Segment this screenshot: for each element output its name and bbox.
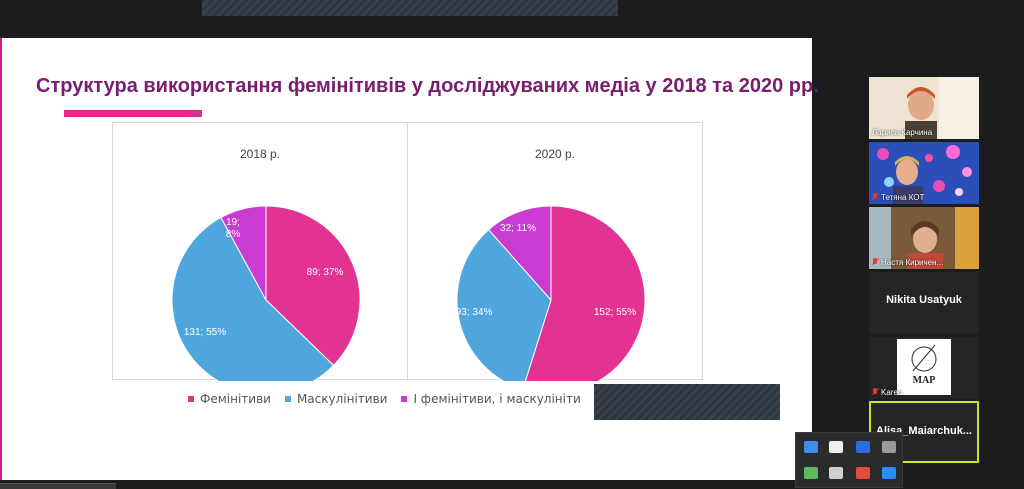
participant-name-5: Karen [872, 388, 902, 397]
legend-item-both: І фемінітиви, і маскулініти [401, 392, 581, 406]
participant-video-1 [869, 77, 979, 139]
pie-slice-1 [524, 205, 646, 381]
participant-tile-5[interactable]: MAP Karen [869, 337, 979, 399]
legend-label-both: І фемінітиви, і маскулініти [413, 392, 581, 406]
chart-2020: 2020 р. 152; 55% 93; 34% 32; 11% [407, 122, 703, 381]
legend-label-masculinitives: Маскулінітиви [296, 392, 388, 406]
participant-tile-4[interactable]: Nikita Usatyuk [869, 272, 979, 334]
participant-video-2 [869, 142, 979, 204]
zoom-icon[interactable] [882, 467, 896, 479]
participant-tile-2[interactable]: Тетяна КОТ [869, 142, 979, 204]
legend-item-feminitives: Фемінітиви [188, 392, 271, 406]
pie-slice-1 [265, 205, 361, 367]
pie-slice-2 [456, 228, 552, 381]
chart-2018: 2018 р. 89; 37% 131; 55% 19; 8% [112, 122, 408, 381]
pie-slice-3 [487, 205, 552, 302]
printer-icon[interactable] [882, 441, 896, 453]
pie-2018: 89; 37% 131; 55% 19; 8% [171, 205, 361, 381]
participant-video-3 [869, 207, 979, 269]
participant-tile-3[interactable]: Настя Киричен... [869, 207, 979, 269]
legend-item-masculinitives: Маскулінітиви [284, 392, 388, 406]
pie-data-label-2: 93; 34% [456, 307, 493, 318]
pie-data-label-2: 131; 55% [184, 327, 226, 338]
participant-name-4: Nikita Usatyuk [886, 294, 962, 306]
pie-data-label-1: 89; 37% [307, 267, 344, 278]
bottom-dark-overlay [594, 384, 780, 420]
participant-tile-1[interactable]: Лариса Карчина [869, 77, 979, 139]
top-dark-bar [202, 0, 618, 16]
participant-name-text-2: Тетяна КОТ [881, 193, 925, 202]
slide-title: Структура використання фемінітивів у дос… [36, 75, 819, 97]
participant-name-3: Настя Киричен... [872, 258, 943, 267]
legend-swatch-both [401, 396, 408, 402]
participant-name-1: Лариса Карчина [872, 128, 933, 137]
pie-data-label-3: 32; 11% [500, 223, 536, 234]
legend-swatch-feminitives [188, 396, 194, 402]
bottom-left-bar [0, 483, 116, 489]
chart-legend: Фемінітиви Маскулінітиви І фемінітиви, і… [188, 390, 581, 408]
chart-title-2018: 2018 р. [239, 147, 281, 161]
muted-mic-icon [872, 388, 878, 396]
cloud-icon[interactable] [829, 467, 843, 479]
map-logo-text: MAP [913, 375, 936, 386]
pie-slice-3 [220, 205, 267, 301]
browser-icon[interactable] [856, 467, 870, 479]
legend-label-feminitives: Фемінітиви [200, 392, 271, 406]
muted-mic-icon [872, 258, 878, 266]
muted-mic-icon [872, 193, 878, 201]
legend-swatch-masculinitives [284, 396, 291, 402]
battery-icon[interactable] [804, 467, 818, 479]
title-accent-bar [64, 110, 202, 117]
system-tray-popup [795, 432, 903, 488]
pie-2020: 152; 55% 93; 34% 32; 11% [456, 205, 646, 381]
participant-name-text-3: Настя Киричен... [881, 258, 944, 267]
pie-data-label-1: 152; 55% [594, 307, 636, 318]
pie-2018-slices: 89; 37% 131; 55% 19; 8% [171, 205, 361, 381]
pie-2020-slices: 152; 55% 93; 34% 32; 11% [456, 205, 646, 381]
chart-title-2020: 2020 р. [534, 147, 576, 161]
pie-data-label-3: 19; 8% [226, 217, 241, 240]
participant-name-text-5: Karen [881, 388, 903, 397]
participant-name-2: Тетяна КОТ [872, 193, 924, 202]
participant-video-5: MAP [869, 337, 979, 399]
pie-slice-2 [171, 216, 335, 381]
shield-icon[interactable] [829, 441, 843, 453]
network-icon[interactable] [804, 441, 818, 453]
word-icon[interactable] [856, 441, 870, 453]
